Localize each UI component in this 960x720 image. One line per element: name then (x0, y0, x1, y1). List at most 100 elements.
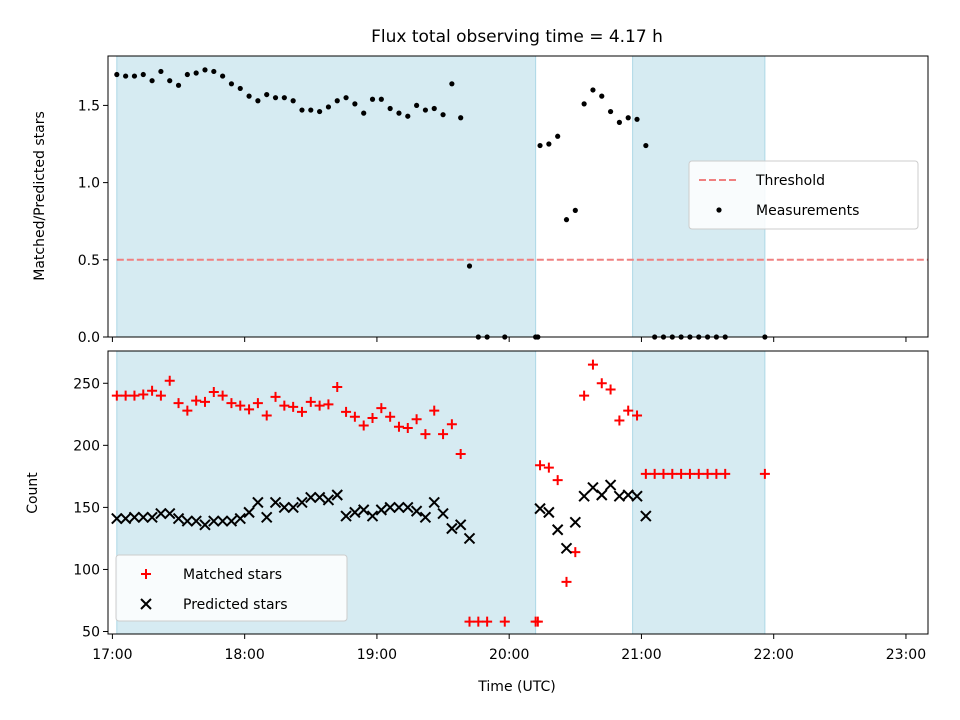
bottom-cross-point (164, 507, 176, 520)
bottom-plus-point (341, 406, 352, 417)
top-dot-point (625, 115, 631, 121)
bottom-plus-point (429, 405, 440, 416)
bottom-plus-point (438, 429, 449, 440)
bottom-plus-point (532, 616, 543, 627)
bottom-cross-point (146, 511, 158, 524)
top-legend-box (688, 160, 919, 230)
bottom-plus-point (191, 395, 202, 406)
top-dot-point (396, 110, 402, 116)
top-dot-point (387, 105, 393, 112)
bottom-plus-point (208, 386, 219, 397)
bottom-cross-point (278, 501, 291, 514)
bottom-plus-point (279, 400, 290, 411)
bottom-plus-point (226, 398, 237, 409)
chart-title: Flux total observing time = 4.17 h (371, 27, 663, 47)
bottom-cross-point (454, 519, 467, 531)
top-dot-point (317, 108, 323, 115)
bottom-plus-point (446, 419, 457, 430)
bottom-panel: 50 100 150 200 250 17:00 18:00 19:00 20:00 21:00 2… (73, 350, 929, 663)
top-dot-point (149, 78, 155, 84)
top-dot-point (202, 67, 208, 73)
bottom-cross-point (287, 501, 299, 514)
top-dot-point (246, 93, 252, 99)
top-dot-point (369, 96, 376, 102)
bottom-cross-point (560, 542, 573, 555)
bottom-plus-point (561, 576, 572, 587)
bottom-y-tick-label: 50 (82, 625, 100, 641)
bottom-plus-point (358, 420, 369, 431)
top-dot-point (228, 81, 235, 87)
bottom-cross-point (349, 506, 361, 519)
bottom-plus-point (623, 405, 634, 416)
bottom-plus-point (402, 422, 413, 433)
top-dot-point (352, 101, 358, 107)
bottom-y-tick-label: 200 (73, 438, 100, 454)
bottom-plus-point (367, 413, 378, 424)
bottom-plus-point (155, 390, 166, 401)
bottom-plus-point (658, 468, 669, 479)
bottom-cross-point (111, 512, 123, 525)
bottom-cross-point (578, 490, 590, 502)
bottom-plus-point (587, 359, 598, 370)
top-dot-point (272, 95, 279, 101)
bottom-plus-point (499, 616, 510, 627)
bottom-cross-point (384, 501, 396, 514)
bottom-cross-point (128, 511, 141, 524)
bottom-cross-point (543, 506, 555, 519)
bottom-plus-point (411, 414, 422, 425)
bottom-cross-point (155, 507, 167, 520)
bottom-plus-point (759, 468, 770, 479)
top-dot-point (414, 102, 420, 109)
top-dot-point (546, 141, 552, 147)
bottom-cross-point (340, 510, 352, 522)
top-dot-point (255, 98, 261, 104)
top-dot-point (158, 68, 164, 75)
bottom-plus-point (464, 616, 475, 627)
bottom-cross-point (366, 510, 379, 522)
bottom-x-tick-label: 22:00 (754, 647, 794, 663)
top-dot-point (123, 73, 129, 79)
bottom-cross-point (261, 511, 273, 524)
top-dot-point (466, 263, 473, 269)
bottom-plus-point (314, 400, 325, 411)
top-dot-point (281, 95, 287, 101)
bottom-cross-point (243, 506, 255, 519)
bottom-plus-point (261, 410, 272, 421)
bottom-plus-point (376, 403, 387, 414)
bottom-plus-point (111, 390, 122, 401)
bottom-plus-point (182, 405, 193, 416)
bottom-x-tick-label: 19:00 (357, 647, 397, 663)
bottom-cross-point (225, 515, 238, 527)
bottom-cross-point (463, 532, 476, 545)
bottom-plus-point (614, 415, 625, 426)
top-dot-point (590, 87, 596, 93)
top-legend-label: Threshold (755, 173, 825, 189)
bottom-cross-point (331, 489, 343, 501)
top-y-tick-label: 1.5 (78, 98, 100, 114)
bottom-cross-point (604, 479, 617, 491)
bottom-plus-point (552, 475, 563, 486)
bottom-cross-point (305, 491, 317, 504)
bottom-cross-point (296, 496, 308, 509)
bottom-legend-label: Matched stars (183, 567, 282, 583)
top-dot-point (555, 133, 561, 139)
bottom-cross-point (313, 491, 326, 504)
bottom-plus-point (385, 411, 396, 422)
bottom-cross-point (419, 511, 432, 524)
bottom-cross-point (137, 511, 149, 524)
bottom-plus-point (420, 429, 431, 440)
top-dot-point (131, 73, 138, 79)
top-y-tick-label: 0.5 (78, 253, 100, 269)
top-dot-point (211, 68, 217, 75)
top-dot-point (440, 112, 446, 118)
bottom-cross-point (622, 489, 634, 501)
bottom-y-axis-label: Count (25, 472, 41, 514)
bottom-plus-point (640, 468, 651, 479)
bottom-plus-point (217, 390, 228, 401)
bottom-x-tick-label: 20:00 (489, 647, 529, 663)
bottom-plus-point (173, 398, 184, 409)
bottom-cross-point (357, 504, 370, 516)
top-dot-point (140, 71, 146, 78)
bottom-plus-point (349, 411, 360, 422)
